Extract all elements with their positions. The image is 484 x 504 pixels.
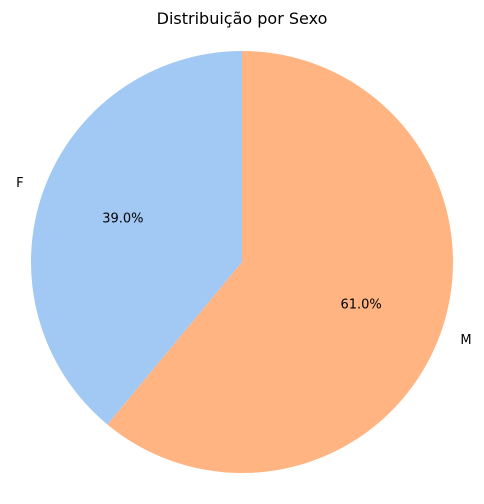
pie-slices xyxy=(31,51,454,473)
pie-percent-label-m: 61.0% xyxy=(340,297,381,312)
pie-labels: F 39.0% M 61.0% xyxy=(16,176,471,348)
chart-title: Distribuição por Sexo xyxy=(157,9,328,28)
pie-category-label-f: F xyxy=(16,176,23,191)
pie-category-label-m: M xyxy=(460,333,471,348)
pie-slice-f xyxy=(31,51,242,425)
pie-slice-m xyxy=(107,51,454,473)
pie-percent-label-f: 39.0% xyxy=(102,212,143,227)
